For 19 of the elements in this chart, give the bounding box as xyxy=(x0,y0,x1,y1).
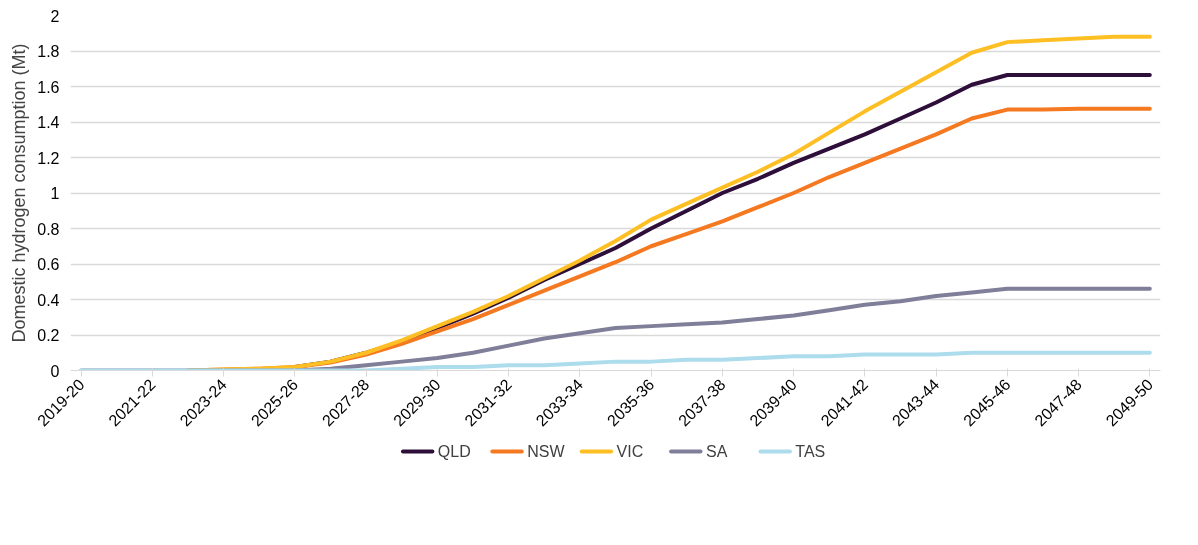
y-tick-label: 1.4 xyxy=(37,114,60,131)
y-axis-title: Domestic hydrogen consumption (Mt) xyxy=(9,43,30,343)
y-tick-label: 0.2 xyxy=(37,327,60,344)
legend-label: VIC xyxy=(616,443,644,460)
y-tick-label: 0.4 xyxy=(37,291,60,309)
y-tick-label: 1.2 xyxy=(37,149,60,167)
line-series xyxy=(79,350,1152,371)
y-tick-label: 0.6 xyxy=(37,256,60,273)
line-series xyxy=(186,34,1152,371)
legend-label: SA xyxy=(705,443,728,460)
legend-label: TAS xyxy=(795,443,826,460)
y-tick-label: 1.8 xyxy=(37,43,60,60)
y-tick-label: 1 xyxy=(50,185,60,202)
y-tick-label: 2 xyxy=(50,7,60,25)
y-tick-label: 0.8 xyxy=(37,220,60,238)
legend-label: NSW xyxy=(527,443,566,460)
legend-label: QLD xyxy=(437,443,471,460)
y-tick-label: 1.6 xyxy=(37,78,60,96)
y-tick-label: 0 xyxy=(50,362,60,380)
